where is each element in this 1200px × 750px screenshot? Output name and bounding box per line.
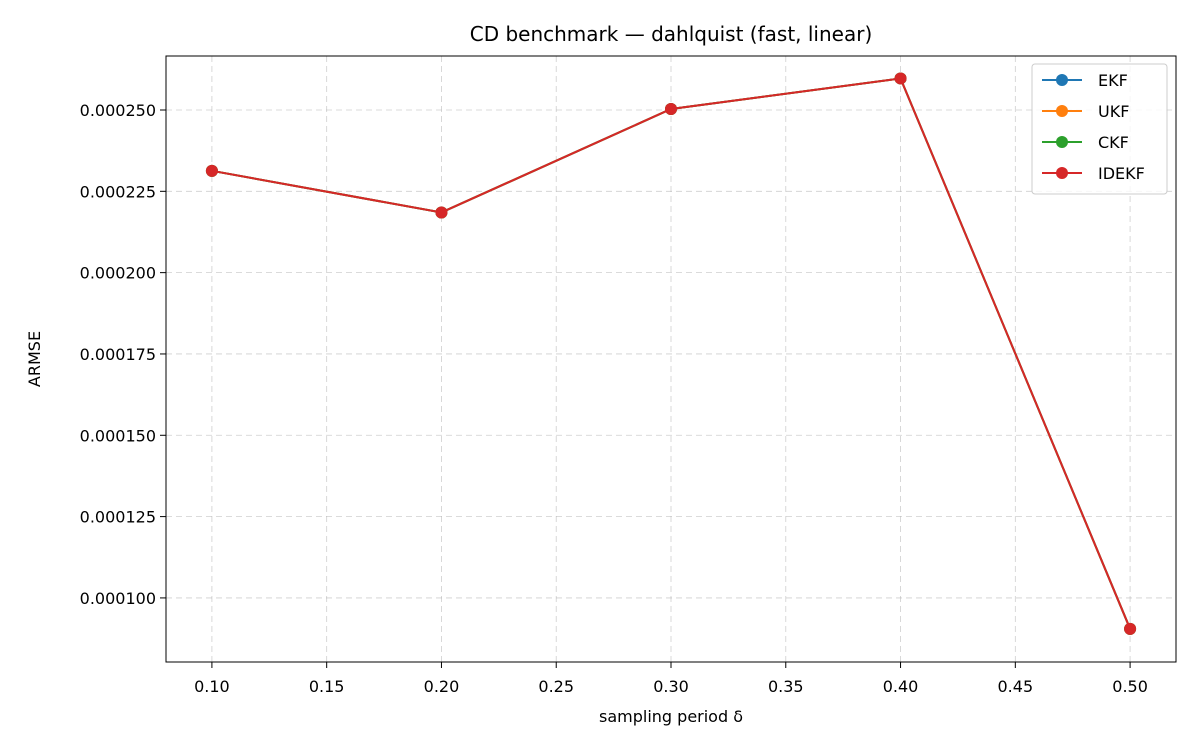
- x-tick-label: 0.50: [1112, 677, 1148, 696]
- legend-item-ckf: CKF: [1042, 133, 1129, 152]
- data-point-idekf: [665, 103, 677, 116]
- y-tick-label: 0.000175: [80, 345, 156, 364]
- chart-title: CD benchmark — dahlquist (fast, linear): [470, 22, 873, 46]
- legend-box: [1031, 63, 1168, 195]
- data-point-idekf: [894, 72, 907, 85]
- x-tick-label: 0.10: [194, 677, 230, 696]
- series-layer: [205, 72, 1137, 635]
- legend-label: UKF: [1098, 102, 1129, 121]
- legend-item-ekf: EKF: [1042, 71, 1128, 90]
- x-tick-label: 0.25: [538, 677, 574, 696]
- x-tick-label: 0.15: [309, 677, 345, 696]
- y-axis: 0.000100 0.000125 0.000150 0.000175 0.000200…: [80, 101, 166, 608]
- data-point-idekf: [1124, 622, 1137, 635]
- x-tick-label: 0.45: [998, 677, 1034, 696]
- x-axis-title: sampling period δ: [599, 707, 743, 726]
- x-tick-label: 0.40: [883, 677, 919, 696]
- x-axis: 0.10 0.15 0.20 0.25 0.30 0.35 0.40 0.45 0.50: [194, 662, 1148, 696]
- x-tick-label: 0.20: [424, 677, 460, 696]
- y-tick-label: 0.000125: [80, 508, 156, 527]
- y-tick-label: 0.000150: [80, 426, 156, 445]
- data-point-idekf: [435, 206, 448, 219]
- y-tick-label: 0.000225: [80, 182, 156, 201]
- legend-item-idekf: IDEKF: [1042, 164, 1145, 183]
- y-tick-label: 0.000250: [80, 101, 156, 120]
- x-tick-label: 0.35: [768, 677, 804, 696]
- legend-item-ukf: UKF: [1042, 102, 1129, 121]
- legend: EKF UKF CKF IDEKF: [1031, 63, 1168, 195]
- y-tick-label: 0.000200: [80, 264, 156, 283]
- y-tick-label: 0.000100: [80, 589, 156, 608]
- y-axis-title: ARMSE: [25, 331, 44, 387]
- legend-marker: [1056, 136, 1068, 148]
- legend-label: EKF: [1098, 71, 1128, 90]
- legend-marker: [1056, 167, 1068, 179]
- legend-label: CKF: [1098, 133, 1129, 152]
- series-idekf: [205, 72, 1137, 635]
- legend-marker: [1056, 74, 1068, 86]
- data-point-idekf: [205, 164, 218, 177]
- x-tick-label: 0.30: [653, 677, 689, 696]
- legend-label: IDEKF: [1098, 164, 1145, 183]
- legend-marker: [1056, 105, 1068, 117]
